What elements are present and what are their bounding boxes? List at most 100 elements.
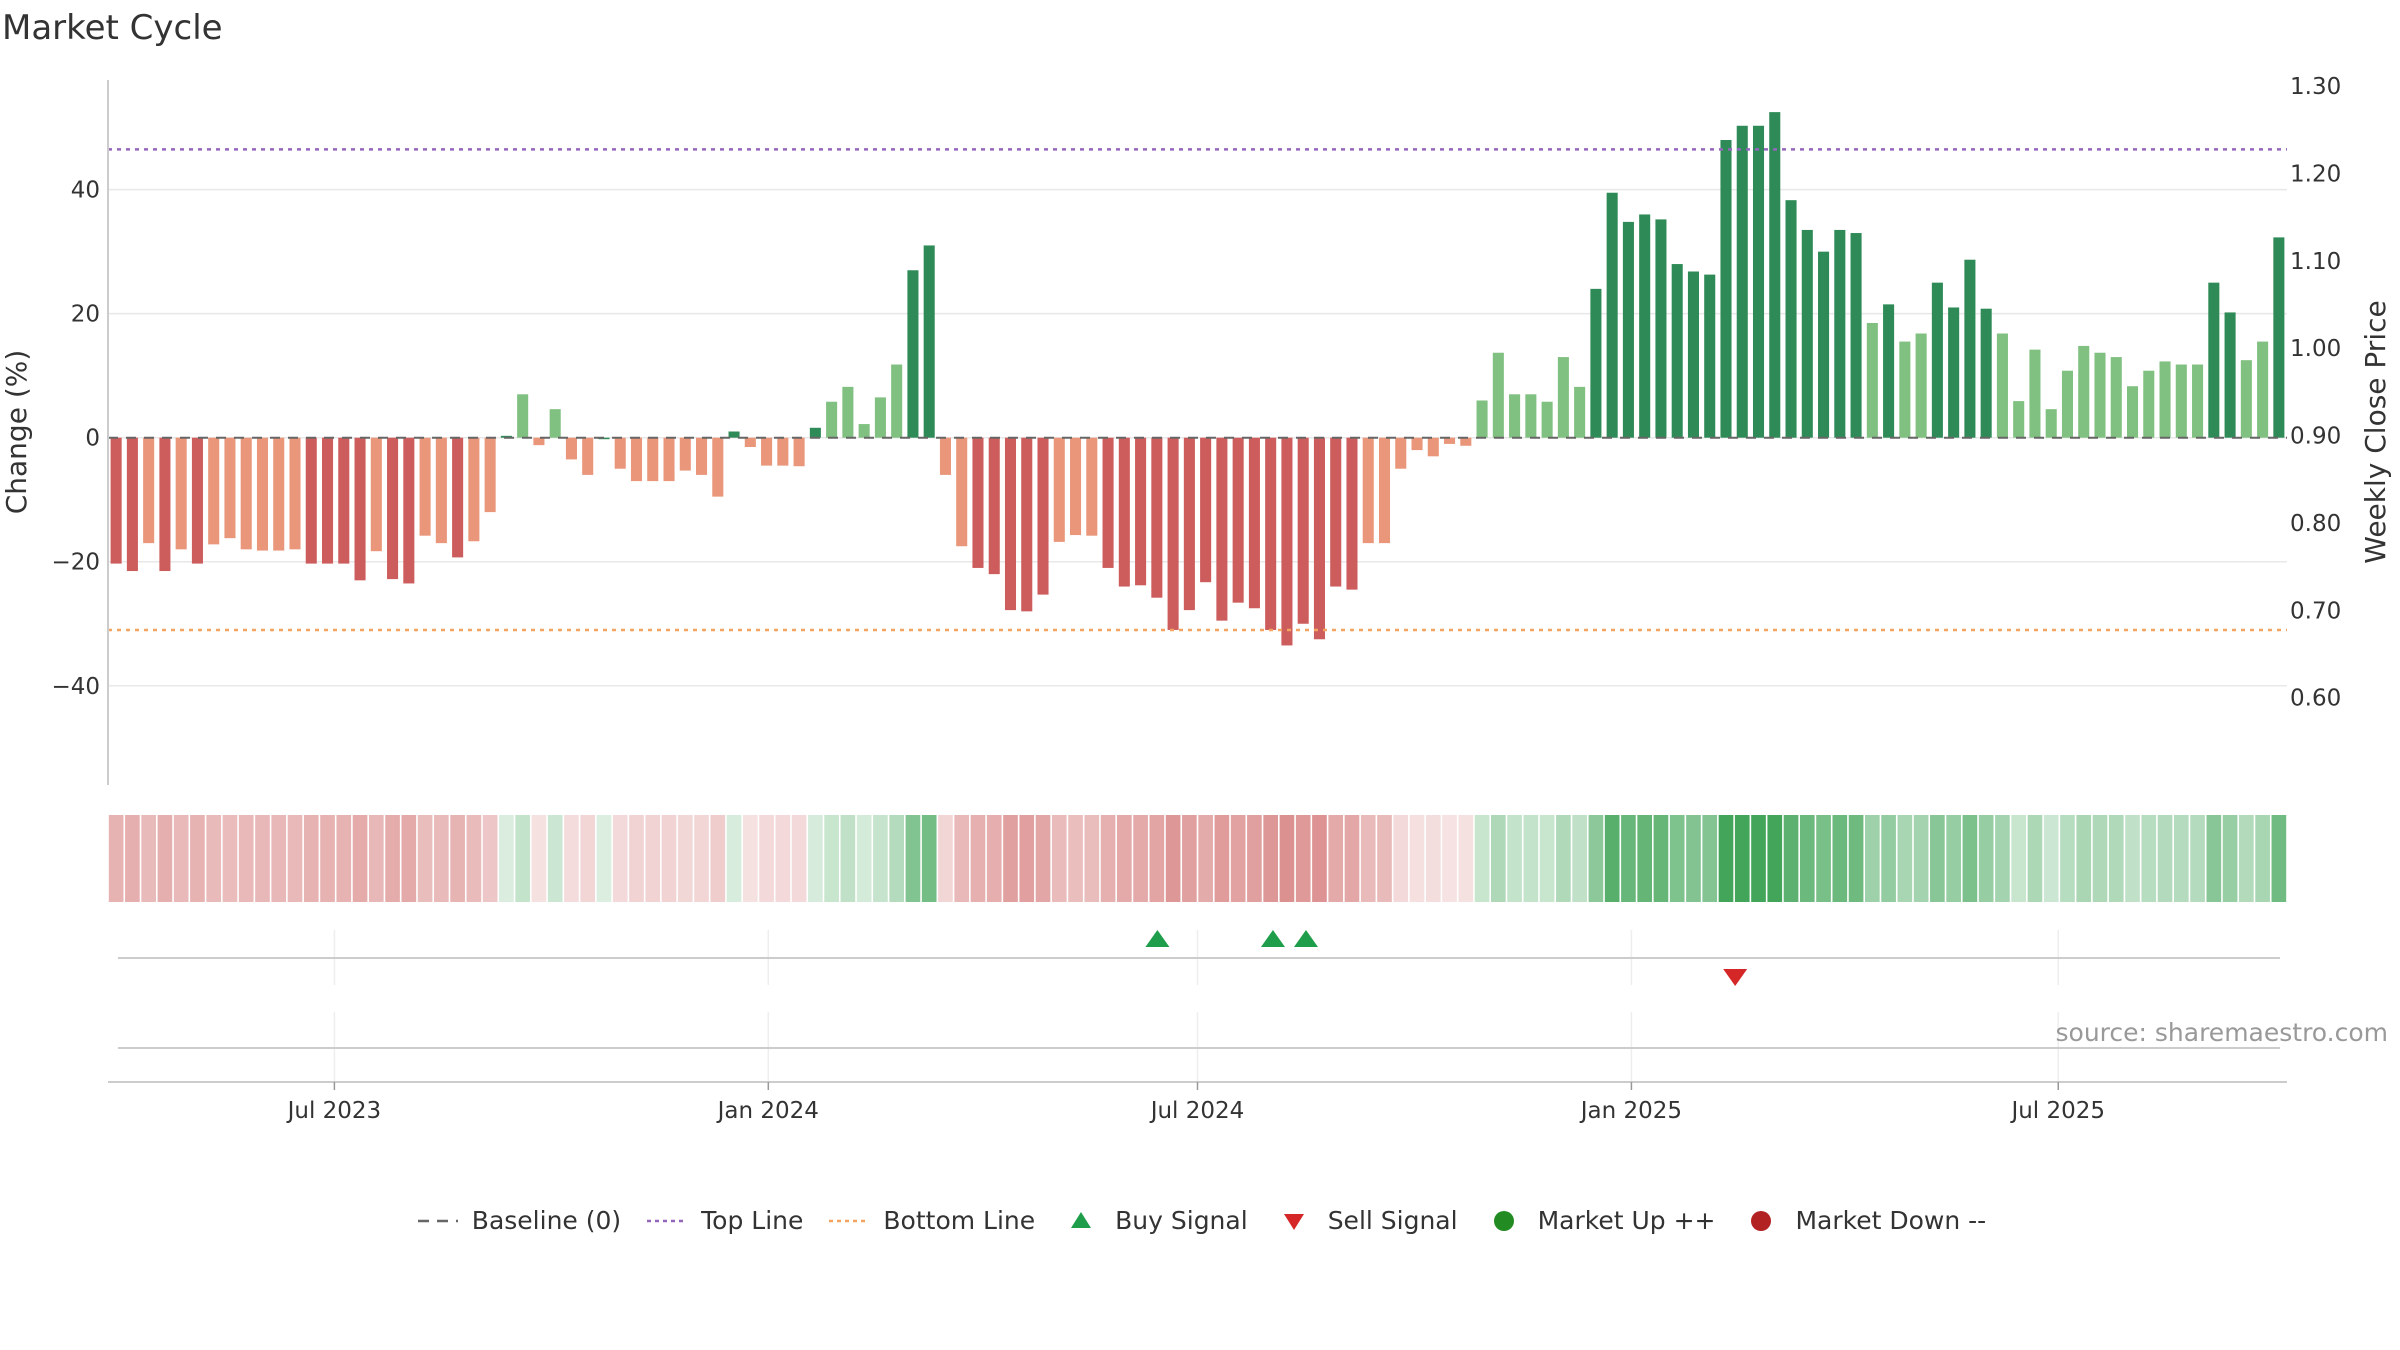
heat-cell	[1913, 815, 1929, 902]
bar	[1070, 437, 1082, 536]
heat-cell	[742, 815, 758, 902]
bar	[1606, 192, 1618, 438]
heat-cell	[434, 815, 449, 902]
heat-cell	[1588, 815, 1604, 902]
heat-cell	[1718, 815, 1734, 902]
main-bars	[108, 112, 2287, 646]
y2-tick-label: 0.60	[2290, 686, 2341, 712]
bar	[240, 437, 252, 550]
bar	[1346, 437, 1358, 590]
bar	[1752, 125, 1765, 438]
bar	[1216, 437, 1228, 621]
bar	[1330, 437, 1342, 587]
y-tick-label: −20	[51, 550, 100, 576]
heat-cell	[2271, 815, 2287, 902]
legend-label: Top Line	[701, 1206, 804, 1235]
bar	[712, 437, 724, 497]
bar	[1590, 288, 1602, 438]
heat-cell	[1897, 815, 1913, 902]
heat-cell	[1116, 815, 1132, 902]
heat-cell	[482, 815, 498, 902]
bar	[1818, 251, 1830, 438]
bar	[159, 437, 171, 572]
bar	[1248, 437, 1260, 609]
buy-signal-marker	[1260, 930, 1285, 947]
bar	[1021, 437, 1033, 612]
bar	[1232, 437, 1244, 603]
heat-cell	[547, 815, 563, 902]
heat-cell	[2239, 815, 2254, 902]
bar	[338, 437, 350, 564]
heat-cell	[1621, 815, 1636, 902]
heat-cell	[287, 815, 303, 902]
heat-cell	[1604, 815, 1620, 902]
heat-cell	[1393, 815, 1409, 902]
heat-cell	[1686, 815, 1701, 902]
sell-signal-marker	[1723, 969, 1748, 986]
bar	[370, 437, 382, 552]
heat-cell	[1881, 815, 1896, 902]
bar	[907, 270, 919, 438]
bar	[143, 437, 155, 544]
heat-cell	[1556, 815, 1571, 902]
heat-cell	[1816, 815, 1831, 902]
y-tick-label: 40	[71, 178, 100, 204]
heat-cell	[2108, 815, 2124, 902]
y-axis-label: Change (%)	[0, 350, 33, 515]
bar	[1281, 437, 1293, 646]
heat-cell	[873, 815, 888, 902]
heat-cell	[1702, 815, 1718, 902]
y-tick-label: 20	[71, 302, 100, 328]
heat-cell	[2011, 815, 2027, 902]
heat-cell	[1848, 815, 1864, 902]
y2-tick-label: 1.30	[2290, 74, 2341, 100]
bar	[1899, 341, 1911, 438]
heat-cell	[1637, 815, 1653, 902]
bar	[1378, 437, 1391, 544]
market-panel	[118, 1012, 2280, 1082]
bar	[728, 431, 740, 438]
heat-cell	[417, 815, 433, 902]
bar	[2143, 370, 2155, 438]
heat-cell	[921, 815, 937, 902]
bar	[1720, 140, 1732, 438]
bar	[387, 437, 399, 580]
bar	[696, 437, 708, 475]
bar	[419, 437, 431, 536]
source-note: source: sharemaestro.com	[2056, 1018, 2389, 1047]
bar	[1362, 437, 1374, 544]
heat-cell	[499, 815, 514, 902]
heat-cell	[1832, 815, 1848, 902]
bar	[1200, 437, 1212, 583]
bar	[988, 437, 1000, 575]
heat-cell	[2190, 815, 2205, 902]
heat-cell	[970, 815, 986, 902]
heat-cell	[1458, 815, 1474, 902]
bar	[484, 437, 496, 513]
legend-item-sell: Sell Signal	[1270, 1206, 1458, 1235]
heat-cell	[856, 815, 872, 902]
heat-cell	[466, 815, 482, 902]
heat-cell	[1084, 815, 1100, 902]
heat-cell	[791, 815, 807, 902]
bar	[1671, 264, 1683, 438]
heat-cell	[1523, 815, 1539, 902]
x-tick-label: Jan 2024	[716, 1098, 819, 1124]
heat-cell	[1312, 815, 1327, 902]
heat-cell	[1767, 815, 1783, 902]
heat-cell	[1995, 815, 2010, 902]
heat-cell	[1442, 815, 1457, 902]
bar	[842, 386, 854, 438]
heat-cell	[2076, 815, 2092, 902]
heat-cell	[1799, 815, 1815, 902]
bar	[1476, 400, 1488, 438]
heat-cell	[125, 815, 140, 902]
legend-label: Baseline (0)	[471, 1206, 622, 1235]
heat-cell	[531, 815, 547, 902]
heat-cell	[1003, 815, 1018, 902]
bar	[565, 437, 577, 460]
heat-cell	[1962, 815, 1978, 902]
bar	[1265, 437, 1277, 630]
bar	[1834, 229, 1846, 438]
